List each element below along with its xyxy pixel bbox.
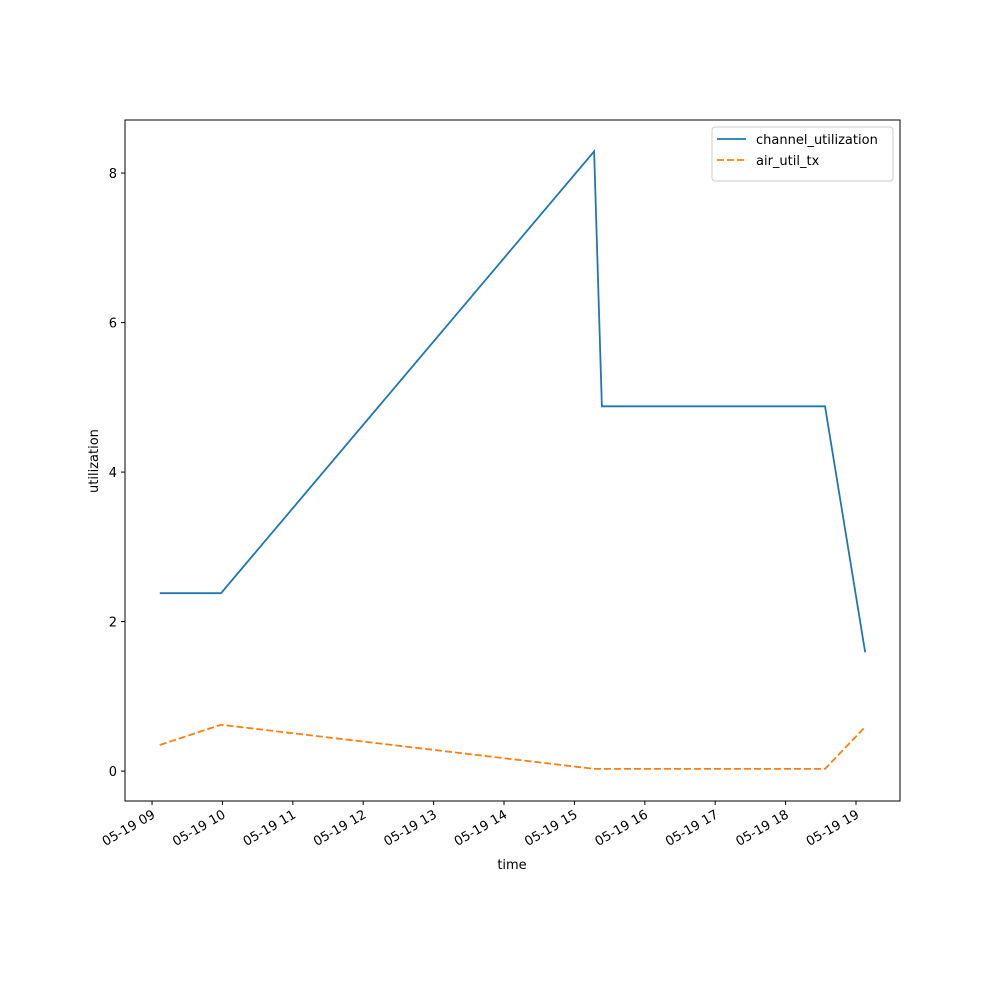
y-tick-label: 2 bbox=[109, 616, 117, 631]
y-tick-label: 6 bbox=[109, 317, 117, 332]
y-axis-label: utilization bbox=[87, 429, 102, 493]
series-line bbox=[159, 723, 866, 770]
axes-frame bbox=[124, 119, 901, 802]
legend-label: channel_utilization bbox=[756, 133, 878, 148]
legend-box bbox=[711, 126, 894, 182]
x-axis-label: time bbox=[497, 858, 526, 873]
series-line bbox=[159, 149, 867, 653]
legend-label: air_util_tx bbox=[756, 154, 820, 169]
y-tick-label: 0 bbox=[109, 765, 117, 780]
y-tick-label: 4 bbox=[109, 466, 117, 481]
y-tick-label: 8 bbox=[109, 167, 117, 182]
